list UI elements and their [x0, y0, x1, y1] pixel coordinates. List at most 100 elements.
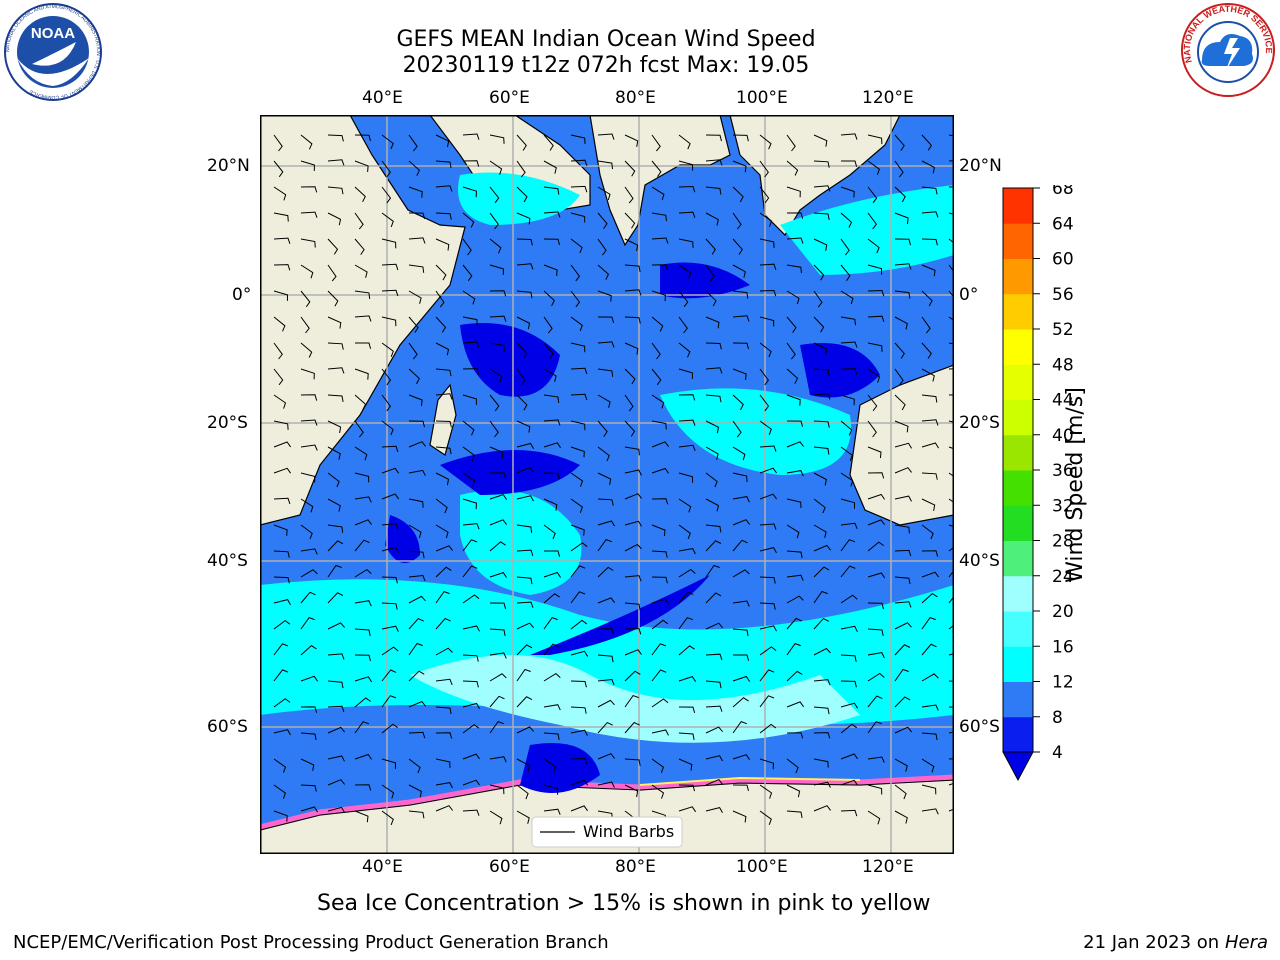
calm-area-central [460, 323, 560, 397]
wind-barb [435, 706, 452, 715]
wind-barb [273, 316, 286, 332]
wind-barb [813, 732, 831, 739]
wind-barb [516, 622, 534, 630]
wind-barb [408, 670, 425, 682]
wind-barb [867, 493, 886, 500]
wind-barb [678, 524, 691, 540]
wind-barb [732, 160, 747, 173]
wind-barb [867, 672, 885, 682]
wind-barb [651, 524, 666, 537]
wind-barb [759, 289, 777, 297]
wind-barb [570, 565, 586, 578]
wind-barb [516, 394, 528, 411]
wind-barb [543, 160, 557, 174]
colorbar-tick-label: 28 [1052, 532, 1074, 552]
wind-barb [705, 622, 723, 630]
wind-barb [354, 784, 372, 791]
wind-barb [840, 238, 850, 256]
wind-barb [273, 810, 288, 822]
wind-barb [516, 160, 526, 178]
wind-barb [840, 809, 858, 817]
wind-barb [462, 341, 480, 348]
wind-barb [489, 160, 503, 175]
lon-label-bottom-100e: 100°E [736, 857, 788, 877]
wind-barb [840, 368, 858, 375]
wind-barb [462, 133, 480, 140]
wind-barb [705, 367, 723, 374]
wind-barb [273, 264, 291, 271]
wind-barb [813, 393, 831, 400]
wind-barb [381, 420, 394, 436]
wind-barb [489, 494, 508, 500]
wind-barb [597, 699, 615, 708]
colorbar-tick-label: 4 [1052, 743, 1063, 763]
wind-barb [570, 446, 585, 458]
wind-barb [327, 420, 342, 433]
wind-barb [921, 498, 936, 511]
wind-barb [300, 616, 315, 630]
wind-barb [300, 238, 316, 248]
wind-barb [921, 316, 931, 334]
wind-barb [867, 721, 882, 734]
wind-barb [462, 472, 476, 487]
wind-barb [327, 394, 344, 402]
wind-barb [543, 808, 561, 815]
wind-barb [570, 472, 584, 487]
wind-barb [516, 442, 535, 449]
wind-barb [786, 643, 801, 656]
wind-barb [840, 723, 858, 734]
wind-barb [921, 550, 939, 557]
colorbar-tick-label: 64 [1052, 214, 1074, 234]
wind-barb [867, 394, 878, 412]
wind-barb [381, 467, 400, 474]
colorbar-label: Wind Speed [m/s] [1063, 387, 1088, 583]
wind-barb [840, 594, 858, 604]
wind-barb [408, 368, 420, 385]
wind-barb [894, 784, 907, 800]
wind-barb [894, 524, 910, 534]
wind-barb [840, 341, 858, 348]
wind-barb [705, 726, 723, 734]
wind-barb [597, 394, 611, 408]
wind-barb [624, 628, 642, 635]
wind-barb [651, 290, 666, 302]
wind-barb [381, 368, 392, 386]
wind-barb [705, 446, 719, 460]
wind-barb [300, 706, 318, 713]
wind-barb [624, 493, 642, 500]
wind-barb [786, 758, 799, 774]
wind-barb [516, 576, 533, 585]
wind-barb [624, 420, 636, 437]
wind-barb [408, 617, 424, 630]
wind-barb [894, 290, 911, 299]
wind-barb [462, 264, 473, 282]
wind-barb [867, 342, 883, 352]
colorbar-tick-label: 20 [1052, 602, 1074, 622]
colorbar-bin [1003, 399, 1033, 436]
wind-barb [489, 342, 505, 352]
wind-barb [597, 290, 612, 302]
wind-barb [786, 550, 803, 559]
wind-barb [354, 628, 371, 636]
wind-barb [786, 290, 800, 305]
wind-barb [543, 472, 560, 480]
wind-barb [354, 472, 370, 483]
wind-barb [354, 420, 364, 438]
wind-barb [489, 238, 502, 254]
wind-barb [597, 341, 615, 348]
wind-barb [732, 810, 747, 823]
footer-right: 21 Jan 2023 on Hera [1083, 932, 1268, 953]
wind-barb [786, 470, 804, 477]
wind-barb [705, 159, 723, 166]
lat-label-left-20s: 20°S [207, 413, 248, 433]
wind-barb [435, 134, 450, 148]
wind-barb [678, 444, 696, 451]
wind-barb [732, 472, 748, 483]
wind-barb [516, 644, 533, 656]
footer-host: Hera [1224, 932, 1268, 953]
wind-barb [273, 550, 290, 558]
wind-barb [921, 784, 937, 795]
wind-barb [678, 806, 697, 813]
wind-barb [705, 342, 722, 350]
wind-barb [570, 706, 587, 714]
